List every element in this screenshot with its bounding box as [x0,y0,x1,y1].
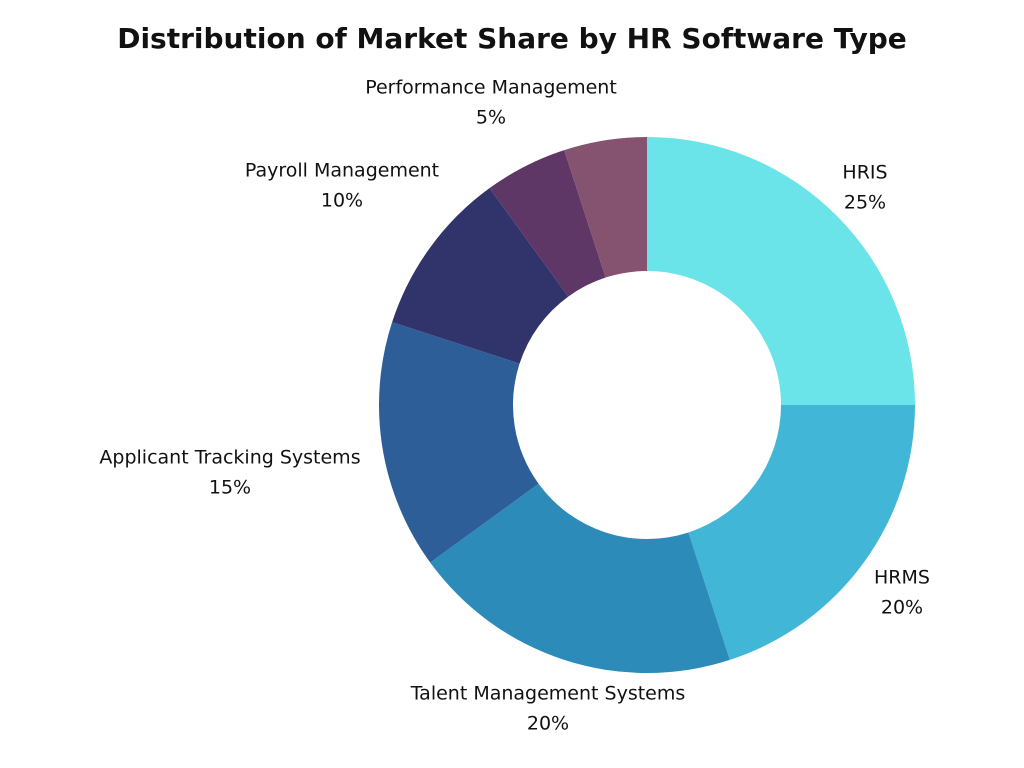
value-label: 15% [209,477,251,499]
slice-label: Talent Management Systems [410,683,686,705]
value-label: 5% [476,107,506,129]
chart-title: Distribution of Market Share by HR Softw… [117,22,907,55]
donut-slice [392,188,569,364]
slice-label: HRIS [842,162,887,184]
slice-label: Payroll Management [245,160,439,182]
value-label: 25% [844,192,886,214]
slice-label: HRMS [874,567,930,589]
value-label: 20% [881,597,923,619]
donut-slice [564,137,647,278]
value-label: 10% [321,190,363,212]
slice-label: Performance Management [365,77,617,99]
donut-slice [647,137,915,405]
donut-slice [378,322,539,563]
donut-slice [489,150,606,297]
donut-slice [688,405,915,660]
donut-slice [430,483,730,673]
slice-label: Applicant Tracking Systems [99,447,360,469]
value-label: 20% [527,713,569,735]
